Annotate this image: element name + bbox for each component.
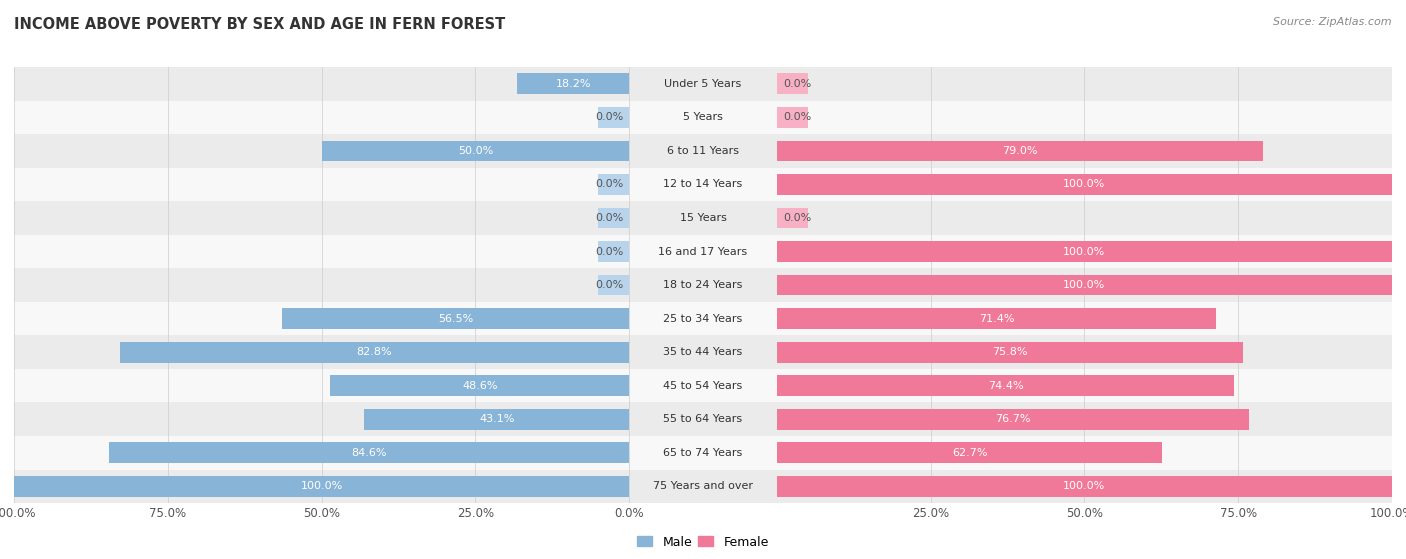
Text: 50.0%: 50.0%	[458, 146, 494, 156]
Bar	[778, 274, 1392, 296]
Bar	[778, 174, 1392, 195]
Bar	[599, 107, 630, 128]
Bar	[108, 442, 630, 463]
Text: 100.0%: 100.0%	[301, 481, 343, 491]
Text: 6 to 11 Years: 6 to 11 Years	[666, 146, 740, 156]
Bar	[14, 476, 630, 497]
Bar	[517, 73, 630, 94]
Bar	[599, 274, 630, 296]
Text: INCOME ABOVE POVERTY BY SEX AND AGE IN FERN FOREST: INCOME ABOVE POVERTY BY SEX AND AGE IN F…	[14, 17, 505, 32]
Bar	[14, 101, 1392, 134]
Bar	[778, 442, 1163, 463]
Text: 56.5%: 56.5%	[437, 314, 472, 324]
Bar	[778, 308, 1216, 329]
Text: 65 to 74 Years: 65 to 74 Years	[664, 448, 742, 458]
Bar	[281, 308, 630, 329]
Text: 18.2%: 18.2%	[555, 79, 591, 89]
Text: 100.0%: 100.0%	[1063, 247, 1105, 257]
Text: 0.0%: 0.0%	[595, 247, 623, 257]
Bar	[14, 302, 1392, 335]
Text: 0.0%: 0.0%	[595, 179, 623, 190]
Text: 55 to 64 Years: 55 to 64 Years	[664, 414, 742, 424]
Bar	[14, 201, 1392, 235]
Text: 75 Years and over: 75 Years and over	[652, 481, 754, 491]
Bar	[778, 476, 1392, 497]
Text: 84.6%: 84.6%	[352, 448, 387, 458]
Text: 0.0%: 0.0%	[783, 213, 811, 223]
Text: 82.8%: 82.8%	[357, 347, 392, 357]
Text: 0.0%: 0.0%	[595, 112, 623, 122]
Text: 25 to 34 Years: 25 to 34 Years	[664, 314, 742, 324]
Text: 100.0%: 100.0%	[1063, 481, 1105, 491]
Bar	[778, 375, 1234, 396]
Bar	[599, 174, 630, 195]
Bar	[14, 235, 1392, 268]
Bar	[14, 335, 1392, 369]
Bar	[14, 470, 1392, 503]
Text: 18 to 24 Years: 18 to 24 Years	[664, 280, 742, 290]
Text: 12 to 14 Years: 12 to 14 Years	[664, 179, 742, 190]
Text: 79.0%: 79.0%	[1002, 146, 1038, 156]
Text: 71.4%: 71.4%	[979, 314, 1014, 324]
Bar	[330, 375, 630, 396]
Bar	[364, 409, 630, 430]
Text: 45 to 54 Years: 45 to 54 Years	[664, 381, 742, 391]
Text: 100.0%: 100.0%	[1063, 280, 1105, 290]
Text: 100.0%: 100.0%	[1063, 179, 1105, 190]
Bar	[120, 342, 630, 363]
Text: 35 to 44 Years: 35 to 44 Years	[664, 347, 742, 357]
Bar	[778, 241, 1392, 262]
Bar	[778, 107, 807, 128]
Bar	[14, 436, 1392, 470]
Bar	[778, 140, 1263, 162]
Text: 62.7%: 62.7%	[952, 448, 987, 458]
Bar	[599, 241, 630, 262]
Bar	[14, 168, 1392, 201]
Text: 0.0%: 0.0%	[595, 213, 623, 223]
Bar	[778, 73, 807, 94]
Bar	[778, 409, 1249, 430]
Bar	[14, 134, 1392, 168]
Bar	[14, 402, 1392, 436]
Text: 0.0%: 0.0%	[595, 280, 623, 290]
Text: 16 and 17 Years: 16 and 17 Years	[658, 247, 748, 257]
Text: 15 Years: 15 Years	[679, 213, 727, 223]
Bar	[778, 342, 1243, 363]
Text: 0.0%: 0.0%	[783, 79, 811, 89]
Bar	[14, 268, 1392, 302]
Bar	[322, 140, 630, 162]
Text: 0.0%: 0.0%	[783, 112, 811, 122]
Text: 74.4%: 74.4%	[988, 381, 1024, 391]
Bar	[599, 207, 630, 229]
Text: 5 Years: 5 Years	[683, 112, 723, 122]
Text: 76.7%: 76.7%	[995, 414, 1031, 424]
Text: Source: ZipAtlas.com: Source: ZipAtlas.com	[1274, 17, 1392, 27]
Text: 48.6%: 48.6%	[463, 381, 498, 391]
Text: 75.8%: 75.8%	[993, 347, 1028, 357]
Bar	[14, 67, 1392, 101]
Bar	[778, 207, 807, 229]
Legend: Male, Female: Male, Female	[633, 530, 773, 553]
Text: 43.1%: 43.1%	[479, 414, 515, 424]
Text: Under 5 Years: Under 5 Years	[665, 79, 741, 89]
Bar	[14, 369, 1392, 402]
